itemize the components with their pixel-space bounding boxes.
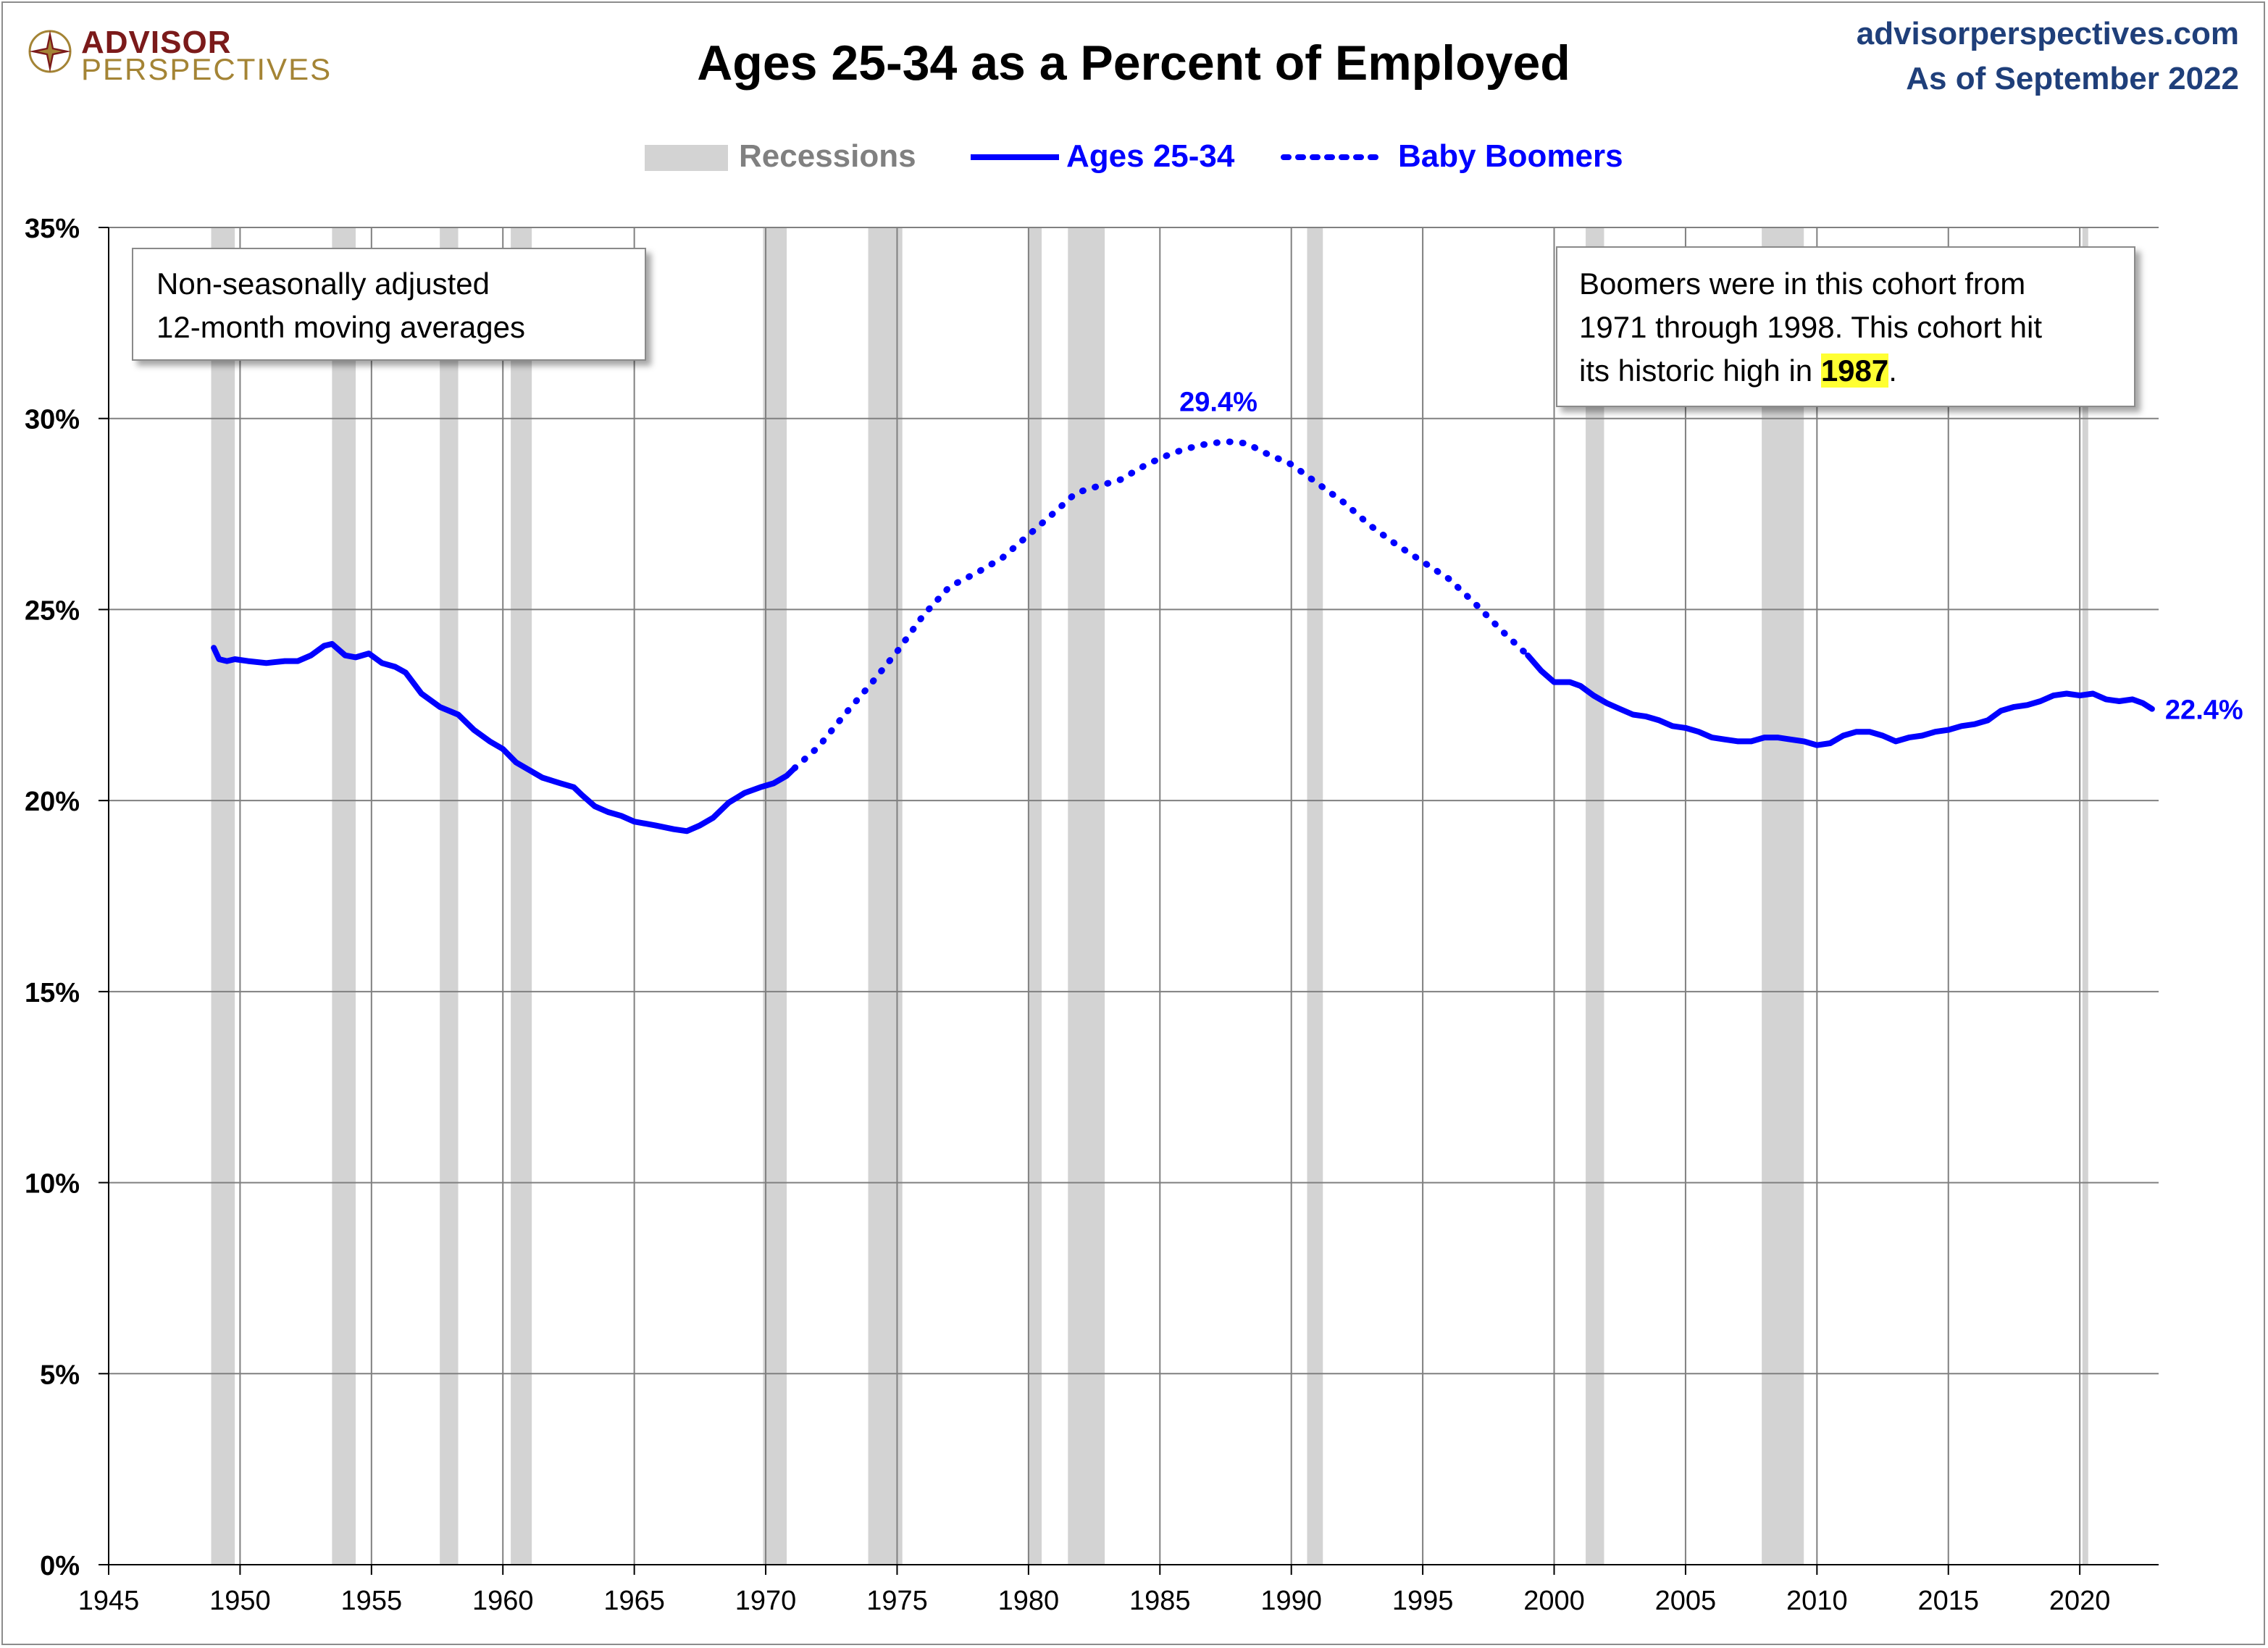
recession-band-6 — [1028, 227, 1042, 1565]
x-tick-label-2000: 2000 — [1523, 1586, 1585, 1616]
recession-band-0 — [211, 227, 235, 1565]
data-label-peak: 29.4% — [1179, 387, 1258, 417]
chart-title: Ages 25-34 as a Percent of Employed — [697, 35, 1570, 91]
x-tick-label-1945: 1945 — [78, 1586, 140, 1616]
y-tick-label-25: 25% — [25, 595, 80, 626]
x-tick-label-2020: 2020 — [2049, 1586, 2111, 1616]
note-right-highlight-year: 1987 — [1820, 354, 1889, 388]
note-right-line-3-prefix: its historic high in — [1579, 354, 1821, 388]
recession-band-2 — [440, 227, 459, 1565]
gridlines — [109, 227, 2159, 1565]
y-tick-label-5: 5% — [40, 1360, 80, 1390]
note-right-line-3: its historic high in 1987. — [1579, 349, 2134, 393]
note-left: Non-seasonally adjusted 12-month moving … — [132, 248, 646, 361]
recession-band-4 — [763, 227, 787, 1565]
x-tick-label-2010: 2010 — [1786, 1586, 1848, 1616]
y-tick-label-10: 10% — [25, 1169, 80, 1200]
x-tick-label-1955: 1955 — [341, 1586, 403, 1616]
legend-boomers-label: Baby Boomers — [1398, 138, 1623, 174]
x-tick-label-2015: 2015 — [1917, 1586, 1979, 1616]
note-right: Boomers were in this cohort from 1971 th… — [1556, 246, 2135, 407]
logo-line-1: ADVISOR — [81, 25, 232, 60]
y-tick-label-0: 0% — [40, 1551, 80, 1581]
x-tick-label-1990: 1990 — [1260, 1586, 1322, 1616]
x-tick-label-1965: 1965 — [603, 1586, 665, 1616]
data-labels: 29.4% 22.4% — [1179, 387, 2243, 725]
series-lines — [211, 438, 2155, 835]
x-tick-label-1950: 1950 — [209, 1586, 271, 1616]
series-line-baby-boomers-1 — [791, 438, 1531, 771]
x-tick-label-1980: 1980 — [998, 1586, 1060, 1616]
note-right-line-2: 1971 through 1998. This cohort hit — [1579, 310, 2043, 344]
recession-band-11 — [2082, 227, 2088, 1565]
y-tick-label-20: 20% — [25, 787, 80, 817]
x-tick-label-1960: 1960 — [472, 1586, 534, 1616]
legend: Recessions Ages 25-34 Baby Boomers — [645, 138, 1623, 174]
logo: ADVISOR PERSPECTIVES — [28, 22, 332, 87]
legend-recessions-swatch — [645, 145, 728, 171]
recession-band-3 — [511, 227, 532, 1565]
note-right-line-3-suffix: . — [1888, 354, 1897, 388]
note-right-line-1: Boomers were in this cohort from — [1579, 267, 2026, 301]
compass-rose-icon — [28, 30, 72, 73]
y-tick-label-15: 15% — [25, 978, 80, 1008]
recession-band-7 — [1068, 227, 1105, 1565]
recession-band-1 — [332, 227, 356, 1565]
x-tick-label-2005: 2005 — [1655, 1586, 1717, 1616]
legend-recessions-label: Recessions — [739, 138, 916, 174]
data-label-latest: 22.4% — [2165, 695, 2243, 726]
recession-band-9 — [1586, 227, 1604, 1565]
legend-ages-label: Ages 25-34 — [1066, 138, 1235, 174]
logo-line-2: PERSPECTIVES — [81, 52, 332, 86]
x-tick-label-1995: 1995 — [1392, 1586, 1454, 1616]
note-left-line-1: Non-seasonally adjusted — [156, 267, 490, 301]
as-of-date: As of September 2022 — [1906, 61, 2239, 96]
y-tick-label-30: 30% — [25, 405, 80, 435]
series-line-ages-25-34-0 — [211, 640, 798, 835]
x-tick-label-1985: 1985 — [1129, 1586, 1191, 1616]
series-line-ages-25-34-2 — [1525, 652, 2155, 748]
recession-band-10 — [1762, 227, 1804, 1565]
recession-bands — [211, 227, 2088, 1565]
y-tick-label-35: 35% — [25, 214, 80, 244]
recession-band-8 — [1307, 227, 1323, 1565]
axes: 0% 5% 10% 15% 20% 25% 30% 35% 1945 1950 1955 1960 19… — [25, 214, 2159, 1616]
x-tick-label-1970: 1970 — [735, 1586, 797, 1616]
note-left-line-2: 12-month moving averages — [156, 310, 525, 344]
x-tick-label-1975: 1975 — [866, 1586, 928, 1616]
source-url: advisorperspectives.com — [1856, 16, 2239, 51]
